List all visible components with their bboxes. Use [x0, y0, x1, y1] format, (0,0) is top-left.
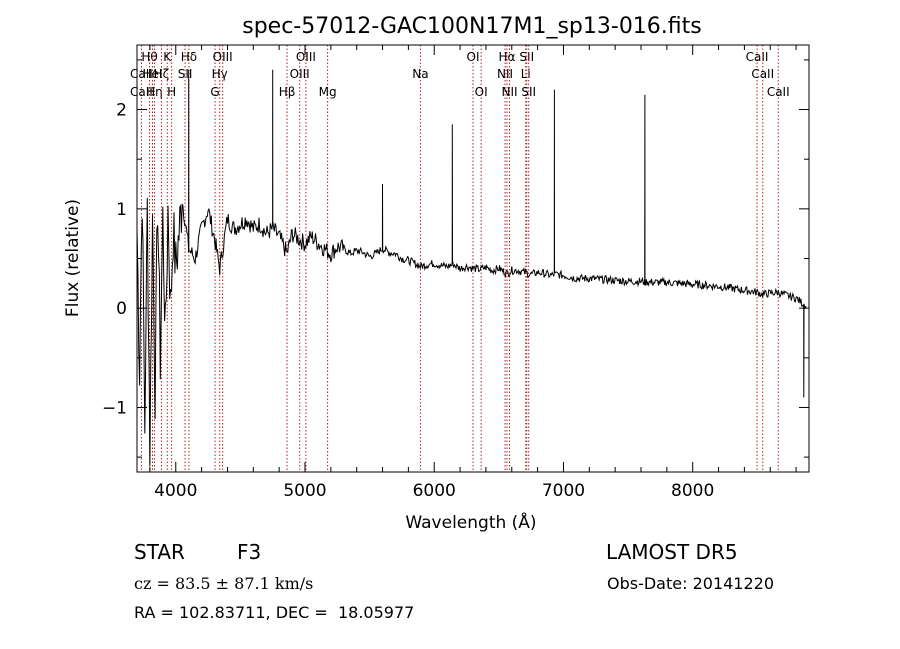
line-marker-label: OIII	[290, 67, 310, 81]
line-marker-label: OI	[467, 50, 480, 64]
line-marker-label: G	[210, 85, 219, 99]
line-marker-label: SII	[521, 85, 536, 99]
x-tick-label: 6000	[413, 481, 456, 501]
line-marker-label: OIII	[213, 50, 233, 64]
line-marker-label: K	[163, 50, 172, 64]
line-marker-label: NII	[497, 67, 513, 81]
line-marker-label: OI	[475, 85, 488, 99]
x-axis-label: Wavelength (Å)	[405, 511, 536, 533]
line-marker-label: CaII	[767, 85, 790, 99]
y-tick-label: 2	[116, 101, 127, 121]
line-marker-label: SII	[519, 50, 534, 64]
spectrum-series	[136, 69, 807, 466]
y-tick-label: 0	[116, 299, 127, 319]
line-marker-label: NII	[502, 85, 518, 99]
line-marker-label: Hδ	[181, 50, 197, 64]
obs-date: Obs-Date: 20141220	[607, 574, 775, 593]
line-marker-label: Hβ	[279, 85, 296, 99]
line-marker-label: CaII	[130, 85, 153, 99]
line-marker-label: Li	[521, 67, 531, 81]
x-tick-label: 7000	[542, 481, 585, 501]
line-marker-label: Hθ	[141, 50, 157, 64]
axes: 4000 5000 6000 7000 8000 −1 0 1 2	[102, 44, 810, 501]
line-marker-label: Hγ	[212, 67, 228, 81]
ra-dec: RA = 102.83711, DEC = 18.05977	[134, 603, 415, 622]
redshift-cz: cz = 83.5 ± 87.1 km/s	[134, 574, 314, 593]
line-marker-label: CaII	[130, 67, 153, 81]
line-marker-label: HeI	[143, 67, 163, 81]
line-marker-label: H	[167, 85, 176, 99]
object-subclass: F3	[237, 540, 262, 564]
x-tick-label: 4000	[154, 481, 197, 501]
line-marker-label: Hα	[499, 50, 516, 64]
spectrum-line	[136, 69, 807, 466]
x-tick-label: 8000	[671, 481, 714, 501]
line-marker-label: OIII	[296, 50, 316, 64]
y-tick-label: 1	[116, 200, 127, 220]
chart-title: spec-57012-GAC100N17M1_sp13-016.fits	[242, 14, 702, 39]
line-marker-label: Hζ	[154, 67, 170, 81]
line-marker-label: Hη	[146, 85, 163, 99]
y-tick-label: −1	[102, 398, 127, 418]
x-tick-label: 5000	[283, 481, 326, 501]
y-axis-label: Flux (relative)	[63, 199, 83, 317]
survey-label: LAMOST DR5	[606, 540, 738, 564]
line-marker-label: CaII	[746, 50, 769, 64]
line-marker-label: Mg	[319, 85, 337, 99]
line-marker-label: CaII	[751, 67, 774, 81]
object-class: STAR	[134, 540, 185, 564]
line-marker-label: SII	[178, 67, 193, 81]
line-marker-label: Na	[412, 67, 428, 81]
spectral-line-markers: CaII CaII Hθ HeI Hη Hζ K H Hδ SII G Hγ OIII Hβ OIII OII…	[130, 45, 790, 472]
